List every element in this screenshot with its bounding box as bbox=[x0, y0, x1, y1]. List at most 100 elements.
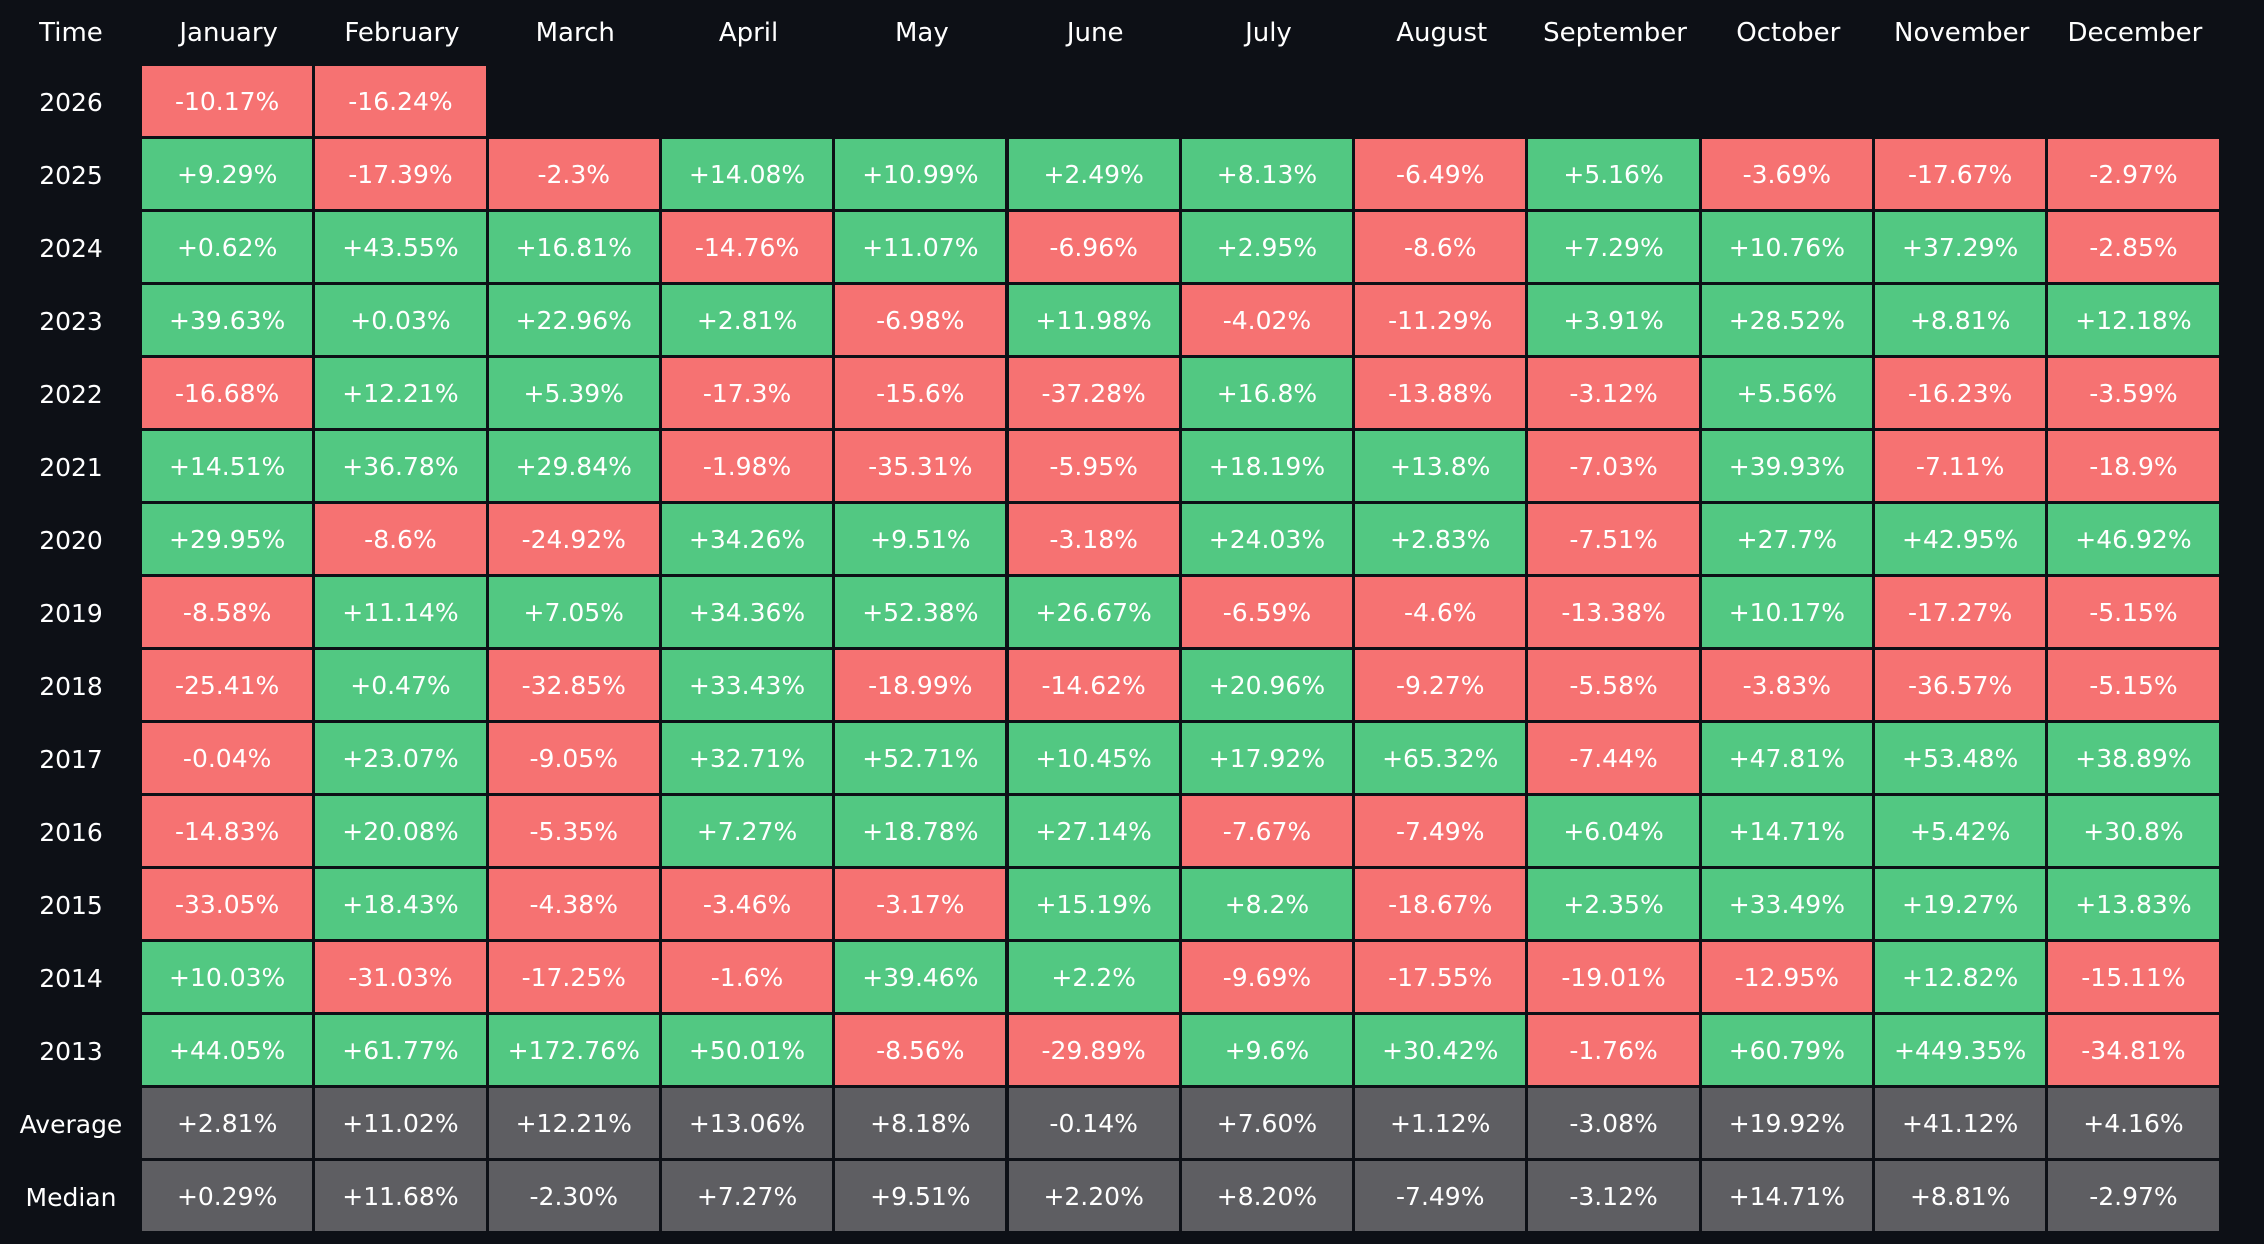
return-cell: +47.81% bbox=[1701, 723, 1872, 793]
row-label: 2024 bbox=[39, 234, 103, 263]
return-cell: +2.2% bbox=[1008, 942, 1179, 1012]
summary-cell: +0.29% bbox=[142, 1161, 313, 1231]
return-cell: -36.57% bbox=[1875, 650, 2046, 720]
row-label: 2018 bbox=[39, 672, 103, 701]
column-header: October bbox=[1736, 18, 1841, 48]
column-header: April bbox=[718, 18, 779, 48]
row-label: 2019 bbox=[39, 599, 103, 628]
summary-cell: +8.81% bbox=[1875, 1161, 2046, 1231]
column-header: March bbox=[535, 18, 615, 48]
return-cell: -5.95% bbox=[1008, 431, 1179, 501]
return-cell: +22.96% bbox=[488, 285, 659, 355]
return-cell: -17.67% bbox=[1875, 139, 2046, 209]
return-cell: -5.35% bbox=[488, 796, 659, 866]
column-header: May bbox=[894, 18, 949, 48]
return-cell: +27.14% bbox=[1008, 796, 1179, 866]
return-cell: +11.07% bbox=[835, 212, 1006, 282]
return-cell: +29.84% bbox=[488, 431, 659, 501]
row-label: 2017 bbox=[39, 745, 103, 774]
return-cell: +10.45% bbox=[1008, 723, 1179, 793]
row-label: 2013 bbox=[39, 1037, 103, 1066]
return-cell: -18.9% bbox=[2048, 431, 2219, 501]
summary-cell: -2.30% bbox=[488, 1161, 659, 1231]
summary-cell: -3.12% bbox=[1528, 1161, 1699, 1231]
return-cell: -11.29% bbox=[1355, 285, 1526, 355]
return-cell: +30.8% bbox=[2048, 796, 2219, 866]
return-cell: +17.92% bbox=[1181, 723, 1353, 793]
return-cell: -10.17% bbox=[142, 66, 313, 136]
return-cell: +52.71% bbox=[835, 723, 1006, 793]
return-cell: -4.6% bbox=[1355, 577, 1526, 647]
return-cell: -6.96% bbox=[1008, 212, 1179, 282]
return-cell: +32.71% bbox=[661, 723, 833, 793]
return-cell: +18.43% bbox=[315, 869, 486, 939]
return-cell: +18.78% bbox=[835, 796, 1006, 866]
return-cell: -12.95% bbox=[1701, 942, 1872, 1012]
return-cell: -0.04% bbox=[142, 723, 313, 793]
return-cell: +10.03% bbox=[142, 942, 313, 1012]
return-cell: -3.69% bbox=[1701, 139, 1872, 209]
return-cell: +5.42% bbox=[1875, 796, 2046, 866]
return-cell: -3.12% bbox=[1528, 358, 1699, 428]
column-header: July bbox=[1245, 18, 1292, 48]
summary-cell: +11.68% bbox=[315, 1161, 486, 1231]
return-cell: +7.29% bbox=[1528, 212, 1699, 282]
return-cell: -15.11% bbox=[2048, 942, 2219, 1012]
row-label: 2015 bbox=[39, 891, 103, 920]
return-cell: +14.08% bbox=[661, 139, 833, 209]
return-cell: +7.05% bbox=[488, 577, 659, 647]
column-header: Time bbox=[39, 18, 103, 48]
summary-cell: +2.20% bbox=[1008, 1161, 1179, 1231]
summary-cell: +12.21% bbox=[488, 1088, 659, 1158]
row-label: 2021 bbox=[39, 453, 103, 482]
return-cell: +16.8% bbox=[1181, 358, 1353, 428]
return-cell: -8.6% bbox=[315, 504, 486, 574]
return-cell: +34.36% bbox=[661, 577, 833, 647]
return-cell: -37.28% bbox=[1008, 358, 1179, 428]
return-cell: -6.49% bbox=[1355, 139, 1526, 209]
return-cell: +20.96% bbox=[1181, 650, 1353, 720]
return-cell: +8.81% bbox=[1875, 285, 2046, 355]
summary-cell: +11.02% bbox=[315, 1088, 486, 1158]
summary-cell: +41.12% bbox=[1875, 1088, 2046, 1158]
return-cell: +7.27% bbox=[661, 796, 833, 866]
return-cell: -24.92% bbox=[488, 504, 659, 574]
return-cell: -3.17% bbox=[835, 869, 1006, 939]
return-cell: +38.89% bbox=[2048, 723, 2219, 793]
return-cell: -7.03% bbox=[1528, 431, 1699, 501]
return-cell: +6.04% bbox=[1528, 796, 1699, 866]
return-cell: +9.29% bbox=[142, 139, 313, 209]
return-cell: +0.03% bbox=[315, 285, 486, 355]
return-cell: -9.05% bbox=[488, 723, 659, 793]
column-header: August bbox=[1396, 18, 1488, 48]
return-cell: +37.29% bbox=[1875, 212, 2046, 282]
return-cell: +43.55% bbox=[315, 212, 486, 282]
row-label: Average bbox=[19, 1110, 123, 1139]
return-cell: +12.18% bbox=[2048, 285, 2219, 355]
return-cell: +8.13% bbox=[1181, 139, 1353, 209]
return-cell: +0.62% bbox=[142, 212, 313, 282]
row-label: 2016 bbox=[39, 818, 103, 847]
summary-cell: +7.27% bbox=[661, 1161, 833, 1231]
return-cell: +39.93% bbox=[1701, 431, 1872, 501]
return-cell: +449.35% bbox=[1875, 1015, 2046, 1085]
return-cell: +14.71% bbox=[1701, 796, 1872, 866]
row-label: 2022 bbox=[39, 380, 103, 409]
return-cell: +46.92% bbox=[2048, 504, 2219, 574]
return-cell: -17.25% bbox=[488, 942, 659, 1012]
return-cell: -2.97% bbox=[2048, 139, 2219, 209]
summary-cell: -2.97% bbox=[2048, 1161, 2219, 1231]
return-cell: -8.56% bbox=[835, 1015, 1006, 1085]
return-cell: -32.85% bbox=[488, 650, 659, 720]
return-cell: +65.32% bbox=[1355, 723, 1526, 793]
return-cell: +11.98% bbox=[1008, 285, 1179, 355]
return-cell: -3.18% bbox=[1008, 504, 1179, 574]
summary-cell: +2.81% bbox=[142, 1088, 313, 1158]
return-cell: -5.15% bbox=[2048, 650, 2219, 720]
return-cell: +34.26% bbox=[661, 504, 833, 574]
return-cell: +12.21% bbox=[315, 358, 486, 428]
return-cell: -17.55% bbox=[1355, 942, 1526, 1012]
return-cell: +44.05% bbox=[142, 1015, 313, 1085]
return-cell: +2.95% bbox=[1181, 212, 1353, 282]
return-cell: +30.42% bbox=[1355, 1015, 1526, 1085]
